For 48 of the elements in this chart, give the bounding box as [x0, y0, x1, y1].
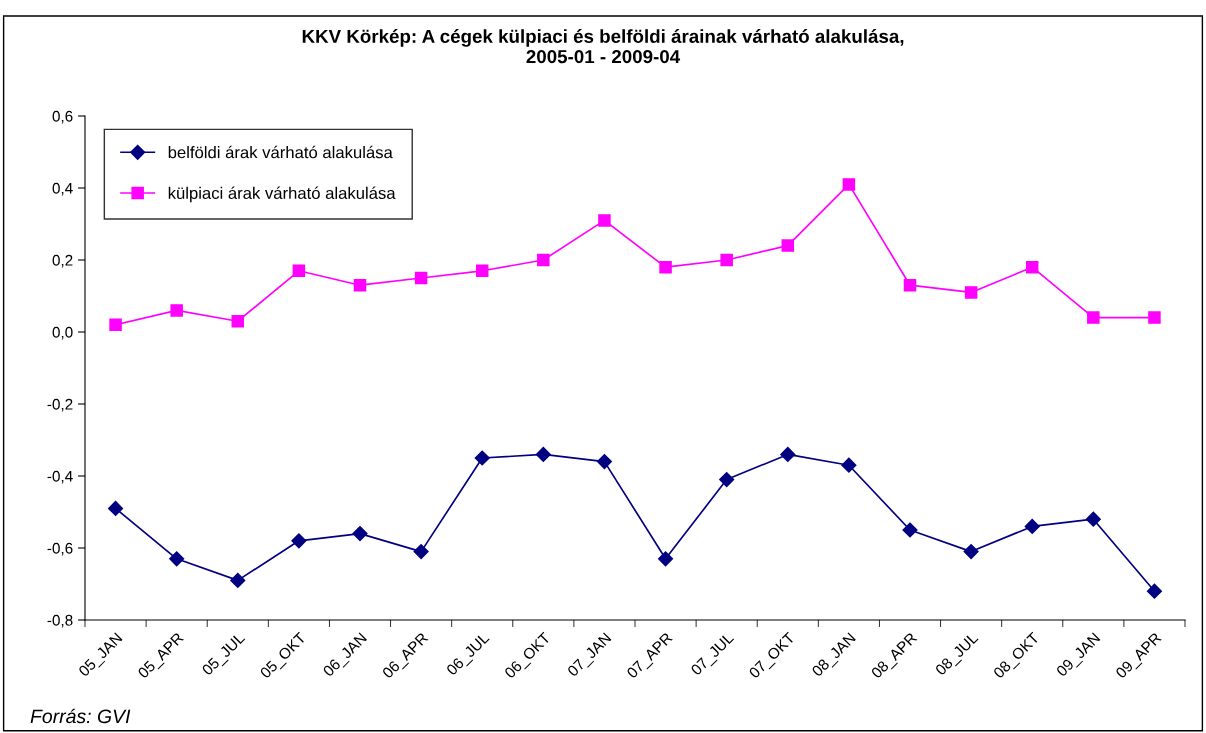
point	[170, 304, 183, 317]
legend-label: belföldi árak várható alakulása	[168, 145, 393, 159]
point	[781, 239, 795, 252]
y-tick-label: -0,2	[47, 398, 73, 412]
y-tick-label: 0,0	[52, 326, 73, 340]
point	[720, 253, 733, 267]
point	[657, 551, 674, 567]
point	[963, 544, 979, 560]
point	[107, 500, 124, 516]
y-tick-label: 0,2	[52, 254, 73, 268]
point	[1087, 311, 1100, 324]
point	[903, 278, 917, 292]
point	[842, 178, 856, 191]
point	[1146, 583, 1163, 599]
point	[413, 544, 429, 560]
point	[230, 572, 246, 588]
point	[719, 472, 735, 488]
point	[291, 533, 307, 549]
point	[841, 457, 857, 473]
y-tick-label: -0,6	[47, 542, 73, 556]
text: Forrás: GVI	[30, 708, 131, 724]
point	[535, 446, 551, 462]
chart-title: KKV Körkép: A cégek külpiaci és belföldi árainak várható alakulása, 2005-01 - 2009-04	[302, 29, 904, 64]
point	[964, 286, 978, 299]
point	[1025, 260, 1039, 274]
point	[475, 264, 489, 278]
point	[1024, 518, 1040, 534]
point	[598, 214, 611, 227]
point	[353, 278, 367, 292]
point	[414, 271, 428, 285]
y-tick-label: -0,4	[47, 470, 73, 484]
y-tick-label: -0,8	[47, 614, 73, 628]
y-tick-label: 0,4	[52, 182, 73, 196]
point	[231, 314, 245, 328]
point	[1148, 311, 1161, 324]
point	[902, 522, 918, 538]
point	[1085, 511, 1101, 527]
point	[780, 446, 796, 462]
point	[352, 526, 368, 542]
y-tick-label: 0,6	[52, 110, 73, 124]
point	[659, 260, 672, 274]
point	[109, 318, 122, 332]
point	[474, 450, 490, 466]
point	[169, 551, 185, 567]
point	[596, 454, 613, 470]
legend-label: külpiaci árak várható alakulása	[168, 186, 396, 203]
point	[537, 253, 550, 267]
point	[292, 264, 306, 278]
